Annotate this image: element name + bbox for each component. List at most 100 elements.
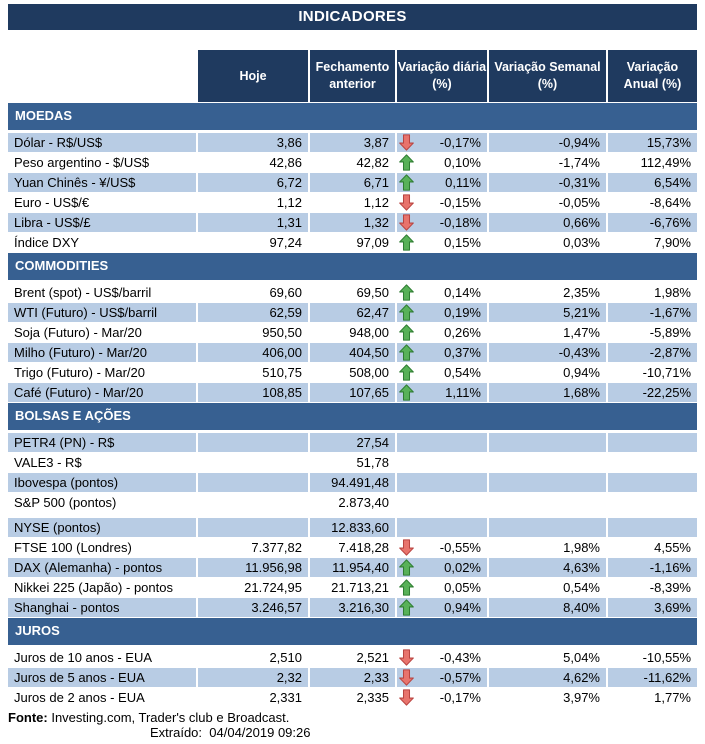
column-header-fechamento: Fechamento anterior bbox=[310, 50, 395, 102]
var-diaria-value: -0,17% bbox=[439, 135, 481, 150]
table-row: Trigo (Futuro) - Mar/20 510,75 508,00 0,54%… bbox=[8, 363, 697, 382]
var-diaria-value: 0,05% bbox=[444, 580, 481, 595]
up-arrow-icon bbox=[397, 234, 415, 251]
up-arrow-icon bbox=[397, 559, 415, 576]
column-header-var-semanal: Variação Semanal (%) bbox=[489, 50, 606, 102]
extracted-line: Extraído: 04/04/2019 09:26 bbox=[8, 725, 697, 740]
down-arrow-icon bbox=[397, 134, 415, 151]
hoje-value: 2,331 bbox=[269, 690, 302, 705]
table-row: S&P 500 (pontos) 2.873,40 bbox=[8, 493, 697, 512]
var-anual-value: 4,55% bbox=[654, 540, 691, 555]
fechamento-value: 94.491,48 bbox=[310, 473, 395, 492]
var-semanal-value: 4,62% bbox=[489, 668, 606, 687]
table-row: Índice DXY 97,24 97,09 0,15% 0,03% 7,90% bbox=[8, 233, 697, 252]
var-diaria-cell: 0,10% bbox=[397, 153, 487, 172]
up-arrow-icon bbox=[397, 174, 415, 191]
var-diaria-value: 0,10% bbox=[444, 155, 481, 170]
var-anual-value bbox=[608, 433, 697, 452]
hoje-value: 6,72 bbox=[198, 173, 308, 192]
var-semanal-value: 0,03% bbox=[563, 235, 600, 250]
var-diaria-value: -0,15% bbox=[439, 195, 481, 210]
fechamento-value: 2,521 bbox=[356, 650, 389, 665]
var-diaria-cell: 0,19% bbox=[397, 303, 487, 322]
up-arrow-icon bbox=[397, 364, 415, 381]
row-label: Dólar - R$/US$ bbox=[8, 133, 196, 152]
row-label: Milho (Futuro) - Mar/20 bbox=[8, 343, 196, 362]
var-semanal-value: 0,66% bbox=[489, 213, 606, 232]
var-semanal-value: -0,94% bbox=[489, 133, 606, 152]
var-diaria-value: 0,54% bbox=[444, 365, 481, 380]
var-diaria-cell: 0,02% bbox=[397, 558, 487, 577]
hoje-value: 3.246,57 bbox=[198, 598, 308, 617]
var-anual-value: 3,69% bbox=[608, 598, 697, 617]
var-diaria-cell bbox=[397, 433, 487, 452]
hoje-value bbox=[198, 433, 308, 452]
row-label: WTI (Futuro) - US$/barril bbox=[8, 303, 196, 322]
down-arrow-icon bbox=[397, 669, 415, 686]
var-diaria-value: 0,19% bbox=[444, 305, 481, 320]
fechamento-value: 2.873,40 bbox=[338, 495, 389, 510]
var-anual-value: -1,16% bbox=[608, 558, 697, 577]
var-anual-value: 1,77% bbox=[654, 690, 691, 705]
row-label: NYSE (pontos) bbox=[8, 518, 196, 537]
hoje-value: 950,50 bbox=[262, 325, 302, 340]
var-semanal-value bbox=[489, 473, 606, 492]
table-row: FTSE 100 (Londres) 7.377,82 7.418,28 -0,55%… bbox=[8, 538, 697, 557]
table-row: Dólar - R$/US$ 3,86 3,87 -0,17% -0,94% 15,73% bbox=[8, 133, 697, 152]
column-header-var-diaria: Variação diária (%) bbox=[397, 50, 487, 102]
var-semanal-value bbox=[489, 518, 606, 537]
hoje-value: 69,60 bbox=[269, 285, 302, 300]
section-header-commodities: COMMODITIES bbox=[8, 253, 697, 280]
row-label: Trigo (Futuro) - Mar/20 bbox=[14, 365, 145, 380]
var-diaria-value: -0,57% bbox=[439, 670, 481, 685]
var-anual-value: -2,87% bbox=[608, 343, 697, 362]
var-anual-value: -22,25% bbox=[608, 383, 697, 402]
table-row: Peso argentino - $/US$ 42,86 42,82 0,10% -1,… bbox=[8, 153, 697, 172]
var-diaria-cell: 1,11% bbox=[397, 383, 487, 402]
row-label: Brent (spot) - US$/barril bbox=[14, 285, 152, 300]
var-semanal-value: 0,94% bbox=[563, 365, 600, 380]
hoje-value bbox=[198, 473, 308, 492]
fechamento-value: 27,54 bbox=[310, 433, 395, 452]
table-row: Libra - US$/£ 1,31 1,32 -0,18% 0,66% -6,76% bbox=[8, 213, 697, 232]
hoje-value: 11.956,98 bbox=[198, 558, 308, 577]
var-anual-value bbox=[608, 518, 697, 537]
up-arrow-icon bbox=[397, 344, 415, 361]
fechamento-value: 7.418,28 bbox=[338, 540, 389, 555]
var-semanal-value: 1,98% bbox=[563, 540, 600, 555]
table-row: Ibovespa (pontos) 94.491,48 bbox=[8, 473, 697, 492]
table-row: Yuan Chinês - ¥/US$ 6,72 6,71 0,11% -0,31% 6,… bbox=[8, 173, 697, 192]
hoje-value: 97,24 bbox=[269, 235, 302, 250]
var-anual-value: -1,67% bbox=[608, 303, 697, 322]
var-diaria-value: -0,43% bbox=[439, 650, 481, 665]
fechamento-value: 11.954,40 bbox=[310, 558, 395, 577]
footer: Fonte: Investing.com, Trader's club e Br… bbox=[8, 710, 697, 740]
var-anual-value: -10,71% bbox=[642, 365, 691, 380]
hoje-value: 2,510 bbox=[269, 650, 302, 665]
table-row: Brent (spot) - US$/barril 69,60 69,50 0,14%… bbox=[8, 283, 697, 302]
var-anual-value bbox=[608, 453, 697, 472]
table-row: DAX (Alemanha) - pontos 11.956,98 11.954,4… bbox=[8, 558, 697, 577]
var-anual-value: -8,39% bbox=[649, 580, 691, 595]
table-row: Nikkei 225 (Japão) - pontos 21.724,95 21.7… bbox=[8, 578, 697, 597]
var-diaria-value: 0,02% bbox=[444, 560, 481, 575]
row-label: VALE3 - R$ bbox=[14, 455, 82, 470]
row-label: S&P 500 (pontos) bbox=[14, 495, 117, 510]
var-anual-value: -6,76% bbox=[608, 213, 697, 232]
table-row: PETR4 (PN) - R$ 27,54 bbox=[8, 433, 697, 452]
table-row: WTI (Futuro) - US$/barril 62,59 62,47 0,19%… bbox=[8, 303, 697, 322]
extracted-timestamp: 04/04/2019 09:26 bbox=[209, 725, 311, 740]
row-label: Ibovespa (pontos) bbox=[8, 473, 196, 492]
row-label: DAX (Alemanha) - pontos bbox=[8, 558, 196, 577]
fechamento-value: 51,78 bbox=[356, 455, 389, 470]
section-header-bolsas-e-a-es: BOLSAS E AÇÕES bbox=[8, 403, 697, 430]
fechamento-value: 404,50 bbox=[310, 343, 395, 362]
fechamento-value: 42,82 bbox=[356, 155, 389, 170]
var-semanal-value: 1,68% bbox=[489, 383, 606, 402]
var-diaria-cell: 0,14% bbox=[397, 283, 487, 302]
var-diaria-cell: -0,55% bbox=[397, 538, 487, 557]
var-diaria-value: 0,15% bbox=[444, 235, 481, 250]
var-semanal-value: -0,43% bbox=[489, 343, 606, 362]
row-label: Nikkei 225 (Japão) - pontos bbox=[14, 580, 173, 595]
fechamento-value: 69,50 bbox=[356, 285, 389, 300]
